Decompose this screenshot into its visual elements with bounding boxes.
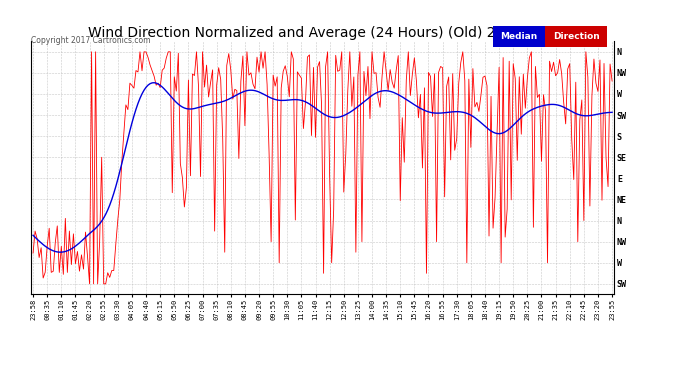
Text: Direction: Direction: [553, 32, 600, 41]
Text: Copyright 2017 Cartronics.com: Copyright 2017 Cartronics.com: [31, 36, 150, 45]
Text: Median: Median: [501, 32, 538, 41]
Title: Wind Direction Normalized and Average (24 Hours) (Old) 20170411: Wind Direction Normalized and Average (2…: [88, 26, 557, 40]
